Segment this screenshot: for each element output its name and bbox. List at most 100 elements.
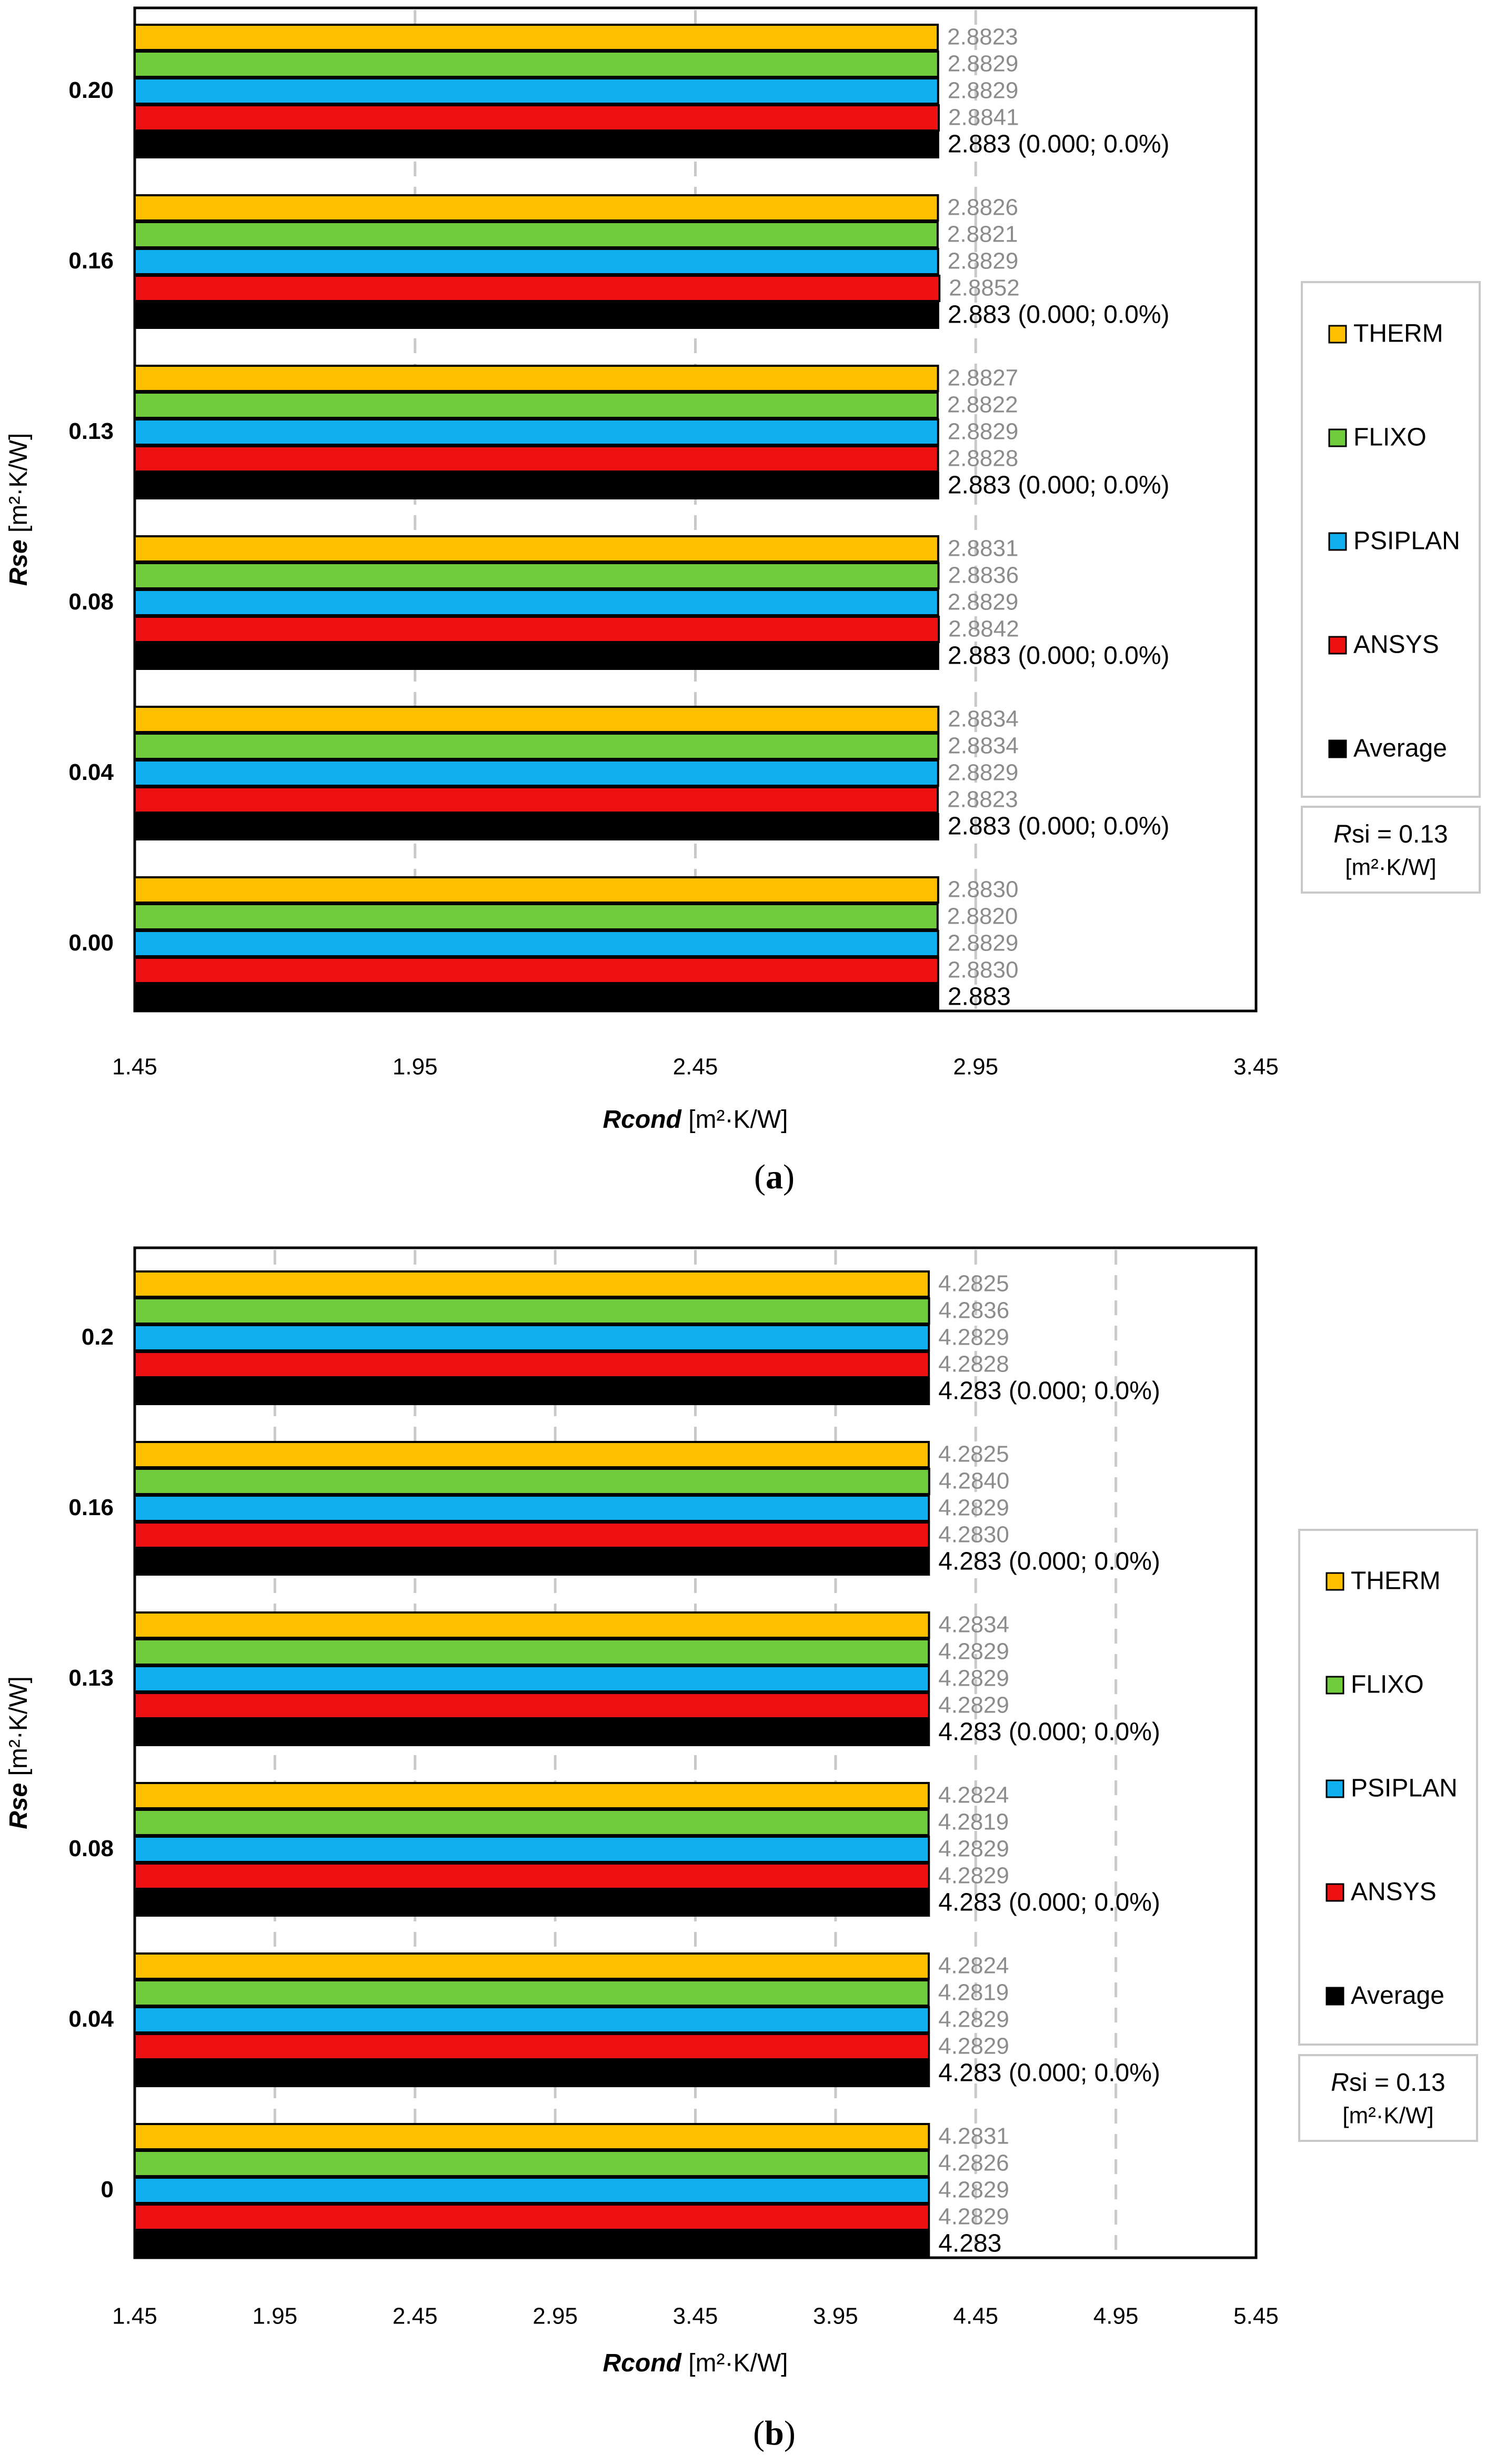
x-tick-label: 1.45: [112, 1054, 157, 1080]
value-label: 4.2829: [938, 1495, 1009, 1521]
bar-flixo: [134, 1979, 930, 2007]
bar-therm: [134, 876, 939, 904]
panel-caption: (b): [753, 2414, 796, 2452]
y-axis-title: Rse [m²·K/W]: [5, 433, 33, 586]
caption-close: ): [784, 2414, 796, 2452]
y-tick-label: 0.08: [68, 589, 114, 615]
y-axis-title-symbol: Rse: [5, 1783, 33, 1829]
value-label: 4.2834: [938, 1612, 1009, 1638]
legend-label: PSIPLAN: [1353, 527, 1460, 555]
bar-ansys: [134, 1521, 930, 1549]
bar-therm: [134, 1270, 930, 1298]
value-label: 4.2829: [938, 1836, 1009, 1862]
bar-flixo: [134, 392, 939, 419]
value-label: 2.8841: [948, 105, 1019, 131]
bar-ansys: [134, 616, 940, 643]
bar-flixo: [134, 903, 939, 930]
bar-flixo: [134, 2150, 930, 2177]
legend-label: THERM: [1351, 1567, 1441, 1595]
bar-therm: [134, 1441, 930, 1468]
value-label: 4.2829: [938, 2007, 1009, 2032]
legend-label: THERM: [1353, 320, 1443, 348]
caption-open: (: [753, 2414, 765, 2452]
caption-letter: b: [765, 2414, 784, 2452]
average-label: 4.283 (0.000; 0.0%): [938, 2059, 1160, 2087]
y-tick-label: 0.16: [68, 1495, 114, 1520]
y-tick-label: 0.08: [68, 1836, 114, 1861]
average-label: 4.283 (0.000; 0.0%): [938, 1377, 1160, 1405]
legend-swatch-flixo: [1326, 1676, 1344, 1695]
value-label: 2.8820: [947, 904, 1018, 929]
caption-open: (: [754, 1158, 766, 1196]
bar-ansys: [134, 2203, 930, 2231]
value-label: 4.2829: [938, 2204, 1009, 2230]
bar-psiplan: [134, 1665, 930, 1692]
value-label: 2.8831: [948, 536, 1019, 562]
legend-label: Average: [1353, 735, 1447, 763]
bar-average: [134, 1548, 930, 1576]
average-label: 4.283: [938, 2230, 1001, 2258]
average-label: 4.283 (0.000; 0.0%): [938, 1718, 1160, 1746]
bar-flixo: [134, 1809, 930, 1836]
average-label: 2.883 (0.000; 0.0%): [948, 642, 1170, 670]
rsi-note-symbol: R: [1333, 820, 1352, 848]
x-axis-title-symbol: Rcond: [603, 1106, 682, 1134]
bar-average: [134, 984, 939, 1011]
bar-psiplan: [134, 418, 939, 446]
value-label: 4.2829: [938, 2177, 1009, 2203]
y-tick-label: 0.20: [68, 77, 114, 103]
value-label: 4.2824: [938, 1953, 1009, 1979]
rsi-note-value: si = 0.13: [1352, 820, 1448, 848]
value-label: 4.2831: [938, 2124, 1009, 2149]
bar-flixo: [134, 51, 939, 78]
x-tick-label: 2.45: [673, 1054, 718, 1080]
average-label: 2.883 (0.000; 0.0%): [948, 472, 1170, 499]
value-label: 2.8829: [948, 248, 1019, 274]
value-label: 2.8829: [948, 589, 1019, 615]
bar-psiplan: [134, 2177, 930, 2204]
value-label: 2.8827: [948, 365, 1019, 391]
bar-ansys: [134, 1862, 930, 1890]
bar-average: [134, 2060, 930, 2087]
value-label: 2.8829: [948, 78, 1019, 104]
value-label: 4.2824: [938, 1782, 1009, 1808]
bar-ansys: [134, 104, 940, 132]
bar-ansys: [134, 1692, 930, 1719]
x-tick-label: 2.45: [393, 2303, 438, 2329]
bar-therm: [134, 1952, 930, 1980]
value-label: 2.8821: [947, 222, 1018, 247]
average-label: 2.883 (0.000; 0.0%): [948, 813, 1170, 840]
average-label: 4.283 (0.000; 0.0%): [938, 1548, 1160, 1576]
value-label: 2.8823: [947, 787, 1018, 813]
bar-flixo: [134, 733, 940, 760]
bar-psiplan: [134, 1324, 930, 1351]
bar-flixo: [134, 1297, 930, 1325]
bar-ansys: [134, 2033, 930, 2060]
legend-swatch-therm: [1328, 325, 1347, 344]
bar-therm: [134, 706, 940, 733]
x-axis-title-symbol: Rcond: [603, 2349, 682, 2377]
average-label: 2.883: [948, 983, 1011, 1011]
value-label: 4.2829: [938, 1666, 1009, 1691]
x-tick-label: 4.45: [953, 2303, 998, 2329]
value-label: 4.2828: [938, 1351, 1009, 1377]
bar-ansys: [134, 786, 939, 814]
y-tick-label: 0: [101, 2177, 114, 2202]
value-label: 4.2829: [938, 1639, 1009, 1665]
legend-swatch-therm: [1326, 1572, 1344, 1591]
value-label: 4.2829: [938, 1325, 1009, 1350]
y-tick-label: 0.13: [68, 418, 114, 444]
rsi-note: Rsi = 0.13: [1333, 820, 1448, 848]
value-label: 4.2830: [938, 1522, 1009, 1548]
value-label: 4.2819: [938, 1980, 1009, 2006]
rsi-note-unit: [m²·K/W]: [1342, 2103, 1434, 2129]
x-tick-label: 2.95: [533, 2303, 578, 2329]
y-axis-title: Rse [m²·K/W]: [5, 1676, 33, 1829]
value-label: 2.8828: [948, 446, 1019, 472]
x-tick-label: 3.95: [813, 2303, 858, 2329]
value-label: 2.8829: [948, 760, 1019, 786]
y-tick-label: 0.2: [82, 1324, 114, 1350]
bar-therm: [134, 194, 939, 222]
value-label: 2.8826: [947, 195, 1018, 221]
y-axis-title-unit: [m²·K/W]: [5, 1676, 33, 1783]
